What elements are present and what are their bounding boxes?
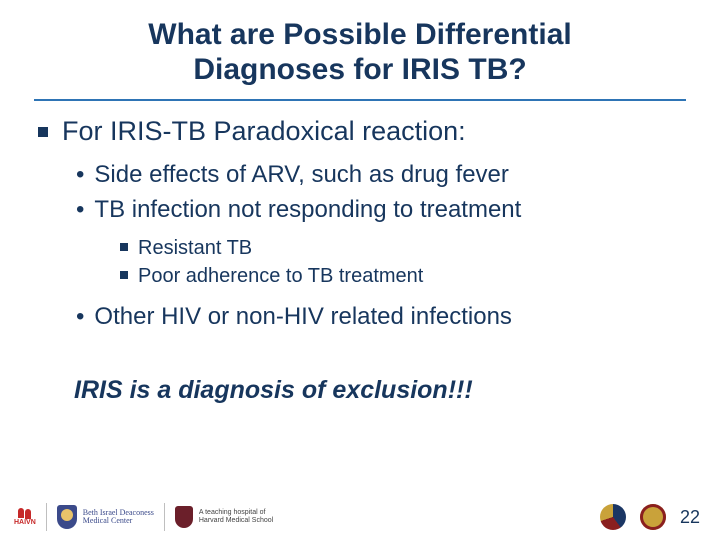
bidmc-text: Beth Israel Deaconess Medical Center	[83, 509, 154, 526]
page-number: 22	[680, 507, 700, 528]
vn-seal-icon	[640, 504, 666, 530]
bullet-level2: • Other HIV or non-HIV related infection…	[76, 301, 682, 332]
hms-logo: A teaching hospital of Harvard Medical S…	[175, 506, 273, 528]
haivn-label: HAIVN	[14, 519, 36, 526]
footer-logos: HAIVN Beth Israel Deaconess Medical Cent…	[14, 503, 273, 531]
callout-text: IRIS is a diagnosis of exclusion!!!	[74, 376, 682, 405]
shield-icon	[57, 505, 77, 529]
dot-bullet-icon: •	[76, 163, 84, 187]
us-seal-icon	[600, 504, 626, 530]
bullet-level3: Poor adherence to TB treatment	[120, 263, 682, 289]
dot-bullet-icon: •	[76, 305, 84, 329]
bullet-text: Side effects of ARV, such as drug fever	[94, 159, 508, 190]
ribbon-icon	[18, 508, 31, 518]
haivn-logo: HAIVN	[14, 508, 36, 526]
slide-title: What are Possible Differential Diagnoses…	[34, 18, 686, 97]
separator-icon	[164, 503, 165, 531]
bullet-level3: Resistant TB	[120, 235, 682, 261]
crest-icon	[175, 506, 193, 528]
slide-body: For IRIS-TB Paradoxical reaction: • Side…	[34, 115, 686, 405]
bullet-level2: • Side effects of ARV, such as drug feve…	[76, 159, 682, 190]
title-underline	[34, 99, 686, 101]
square-bullet-icon	[120, 271, 128, 279]
bullet-text: Other HIV or non-HIV related infections	[94, 301, 512, 332]
bidmc-logo: Beth Israel Deaconess Medical Center	[57, 505, 154, 529]
slide: What are Possible Differential Diagnoses…	[0, 0, 720, 540]
bullet-level2: • TB infection not responding to treatme…	[76, 194, 682, 225]
slide-footer: HAIVN Beth Israel Deaconess Medical Cent…	[0, 494, 720, 540]
bullet-text: For IRIS-TB Paradoxical reaction:	[62, 115, 466, 149]
bullet-level1: For IRIS-TB Paradoxical reaction:	[38, 115, 682, 149]
dot-bullet-icon: •	[76, 198, 84, 222]
bullet-text: Poor adherence to TB treatment	[138, 263, 423, 289]
bullet-text: Resistant TB	[138, 235, 252, 261]
separator-icon	[46, 503, 47, 531]
hms-text: A teaching hospital of Harvard Medical S…	[199, 509, 273, 524]
square-bullet-icon	[120, 243, 128, 251]
footer-right: 22	[600, 504, 700, 530]
bullet-text: TB infection not responding to treatment	[94, 194, 521, 225]
square-bullet-icon	[38, 127, 48, 137]
title-line-1: What are Possible Differential	[44, 18, 676, 53]
title-line-2: Diagnoses for IRIS TB?	[44, 53, 676, 88]
